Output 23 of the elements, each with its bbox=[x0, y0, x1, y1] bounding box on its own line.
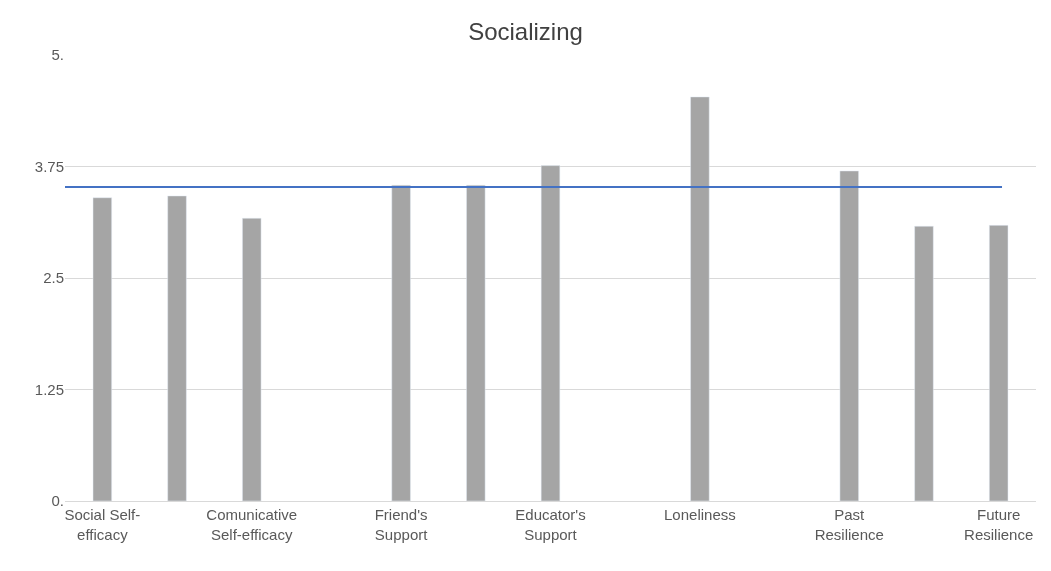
x-tick-label: Comunicative Self-efficacy bbox=[206, 506, 298, 543]
bar bbox=[839, 170, 859, 501]
bar bbox=[914, 226, 934, 501]
y-tick-label: 5. bbox=[51, 46, 64, 64]
bar bbox=[466, 184, 486, 501]
y-tick-label: 0. bbox=[51, 492, 64, 510]
x-tick-label: Future Resilience bbox=[964, 506, 1034, 543]
x-tick-label: Educator's Support bbox=[515, 506, 586, 543]
chart-title: Socializing bbox=[468, 17, 583, 45]
x-tick-label: Loneliness bbox=[664, 506, 736, 523]
bar bbox=[540, 165, 561, 501]
bar bbox=[242, 217, 262, 501]
x-tick-label: Past Resilience bbox=[814, 506, 884, 543]
bar bbox=[167, 195, 187, 501]
x-tick-label: Social Self-efficacy bbox=[64, 506, 141, 543]
bar bbox=[391, 184, 411, 501]
y-tick-label: 1.25 bbox=[34, 380, 64, 398]
x-tick-label: Friend's Support bbox=[374, 506, 429, 543]
bar bbox=[989, 225, 1009, 501]
bar bbox=[690, 96, 710, 501]
bar bbox=[92, 197, 112, 501]
y-tick-label: 2.5 bbox=[43, 269, 64, 287]
y-tick-label: 3.75 bbox=[34, 157, 64, 175]
